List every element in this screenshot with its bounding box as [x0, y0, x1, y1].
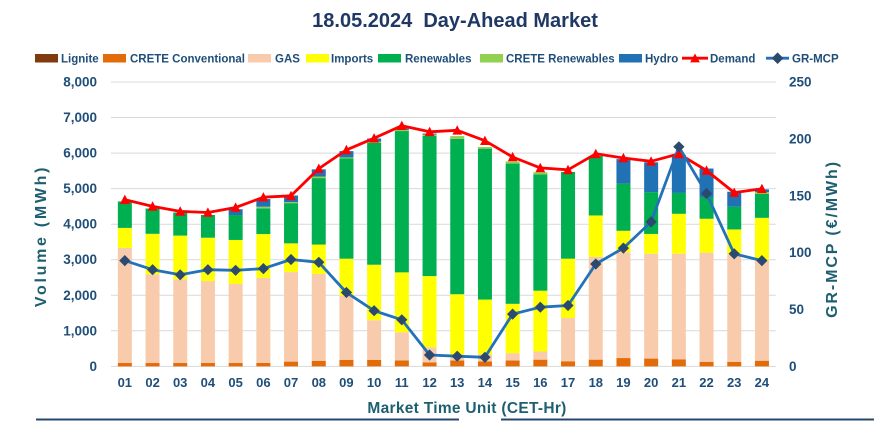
svg-text:50: 50 [789, 302, 804, 317]
svg-text:10: 10 [367, 375, 381, 390]
svg-text:200: 200 [789, 131, 812, 146]
svg-text:Demand: Demand [710, 54, 755, 66]
svg-text:1,000: 1,000 [63, 323, 97, 338]
svg-text:04: 04 [201, 375, 216, 390]
svg-text:18: 18 [589, 375, 603, 390]
svg-text:Lignite: Lignite [61, 54, 99, 66]
svg-text:19: 19 [616, 375, 630, 390]
svg-text:22: 22 [699, 375, 713, 390]
svg-text:Hydro: Hydro [645, 54, 678, 66]
svg-text:15: 15 [505, 375, 519, 390]
svg-text:Imports: Imports [331, 54, 373, 66]
svg-text:24: 24 [755, 375, 770, 390]
svg-text:05: 05 [228, 375, 242, 390]
svg-text:GR-MCP (€/MWh): GR-MCP (€/MWh) [824, 160, 841, 318]
svg-text:21: 21 [672, 375, 686, 390]
svg-text:Renewables: Renewables [405, 54, 471, 66]
svg-text:11: 11 [395, 375, 409, 390]
svg-text:GR-MCP: GR-MCP [792, 54, 839, 66]
svg-text:16: 16 [533, 375, 547, 390]
svg-text:09: 09 [339, 375, 353, 390]
svg-text:13: 13 [450, 375, 464, 390]
svg-text:08: 08 [312, 375, 326, 390]
svg-text:23: 23 [727, 375, 741, 390]
svg-text:6,000: 6,000 [63, 146, 97, 161]
svg-text:8,000: 8,000 [63, 75, 97, 90]
svg-text:20: 20 [644, 375, 658, 390]
svg-text:0: 0 [89, 359, 97, 374]
svg-text:06: 06 [256, 375, 270, 390]
svg-text:Market Time Unit (CET-Hr): Market Time Unit (CET-Hr) [367, 400, 566, 417]
svg-text:CRETE Conventional: CRETE Conventional [130, 54, 245, 66]
svg-text:18.05.2024 Day-Ahead Market: 18.05.2024 Day-Ahead Market [312, 10, 598, 32]
svg-text:GAS: GAS [275, 54, 300, 66]
svg-text:4,000: 4,000 [63, 217, 97, 232]
svg-text:2,000: 2,000 [63, 288, 97, 303]
svg-text:02: 02 [145, 375, 159, 390]
svg-text:3,000: 3,000 [63, 252, 97, 267]
svg-text:17: 17 [561, 375, 575, 390]
svg-text:01: 01 [118, 375, 132, 390]
svg-text:0: 0 [789, 359, 797, 374]
svg-text:12: 12 [422, 375, 436, 390]
svg-text:100: 100 [789, 245, 812, 260]
svg-text:7,000: 7,000 [63, 110, 97, 125]
svg-text:14: 14 [478, 375, 493, 390]
svg-text:5,000: 5,000 [63, 181, 97, 196]
svg-text:150: 150 [789, 188, 812, 203]
svg-text:03: 03 [173, 375, 187, 390]
svg-text:CRETE Renewables: CRETE Renewables [506, 54, 615, 66]
svg-text:07: 07 [284, 375, 298, 390]
svg-text:Volume (MWh): Volume (MWh) [33, 165, 50, 307]
svg-text:250: 250 [789, 75, 812, 90]
